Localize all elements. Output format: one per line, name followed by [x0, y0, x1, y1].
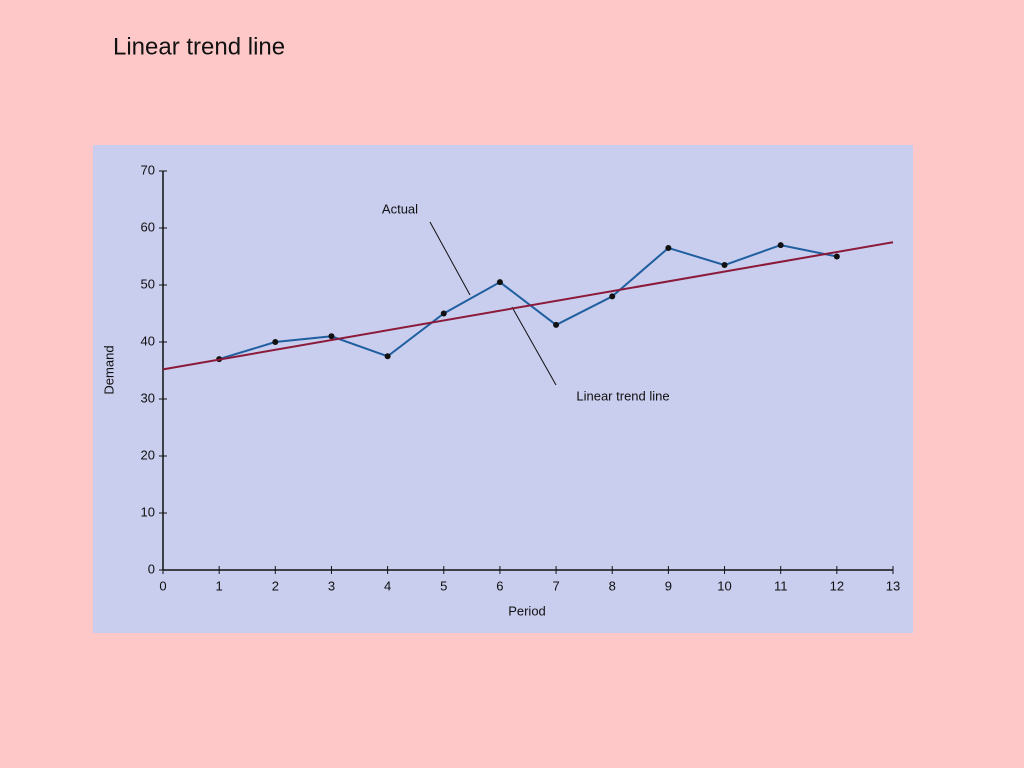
annotation: Actual: [382, 201, 418, 216]
y-tick-label: 60: [141, 219, 155, 234]
y-tick-label: 20: [141, 447, 155, 462]
x-tick-label: 13: [886, 578, 900, 593]
x-tick-label: 4: [384, 578, 391, 593]
data-point: [440, 310, 447, 317]
data-point: [777, 242, 784, 249]
data-point: [553, 321, 560, 328]
x-tick-label: 2: [272, 578, 279, 593]
x-tick-label: 11: [774, 578, 788, 593]
data-point: [721, 262, 728, 269]
y-tick-label: 30: [141, 390, 155, 405]
data-point: [384, 353, 391, 360]
y-axis-label: Demand: [101, 345, 116, 394]
series-line: [162, 241, 894, 371]
x-axis-label: Period: [508, 603, 546, 618]
data-point: [496, 279, 503, 286]
annotation: Linear trend line: [576, 388, 669, 403]
data-point: [272, 339, 279, 345]
data-point: [328, 333, 335, 340]
data-point: [609, 293, 616, 300]
slide-title: Linear trend line: [113, 33, 285, 60]
x-tick-label: 12: [830, 578, 844, 593]
y-tick-label: 0: [148, 561, 155, 576]
x-tick-label: 1: [216, 578, 223, 593]
y-tick-label: 70: [141, 162, 155, 177]
y-tick-label: 50: [141, 276, 155, 291]
x-tick-label: 6: [496, 578, 503, 593]
chart-background: [93, 145, 913, 633]
x-tick-label: 5: [440, 578, 447, 593]
leader-line: [429, 221, 471, 296]
x-tick-label: 8: [609, 578, 616, 593]
x-tick-label: 9: [665, 578, 672, 593]
data-point: [833, 253, 840, 260]
x-tick-label: 10: [717, 578, 731, 593]
y-tick-label: 40: [141, 333, 155, 348]
data-point: [665, 244, 672, 251]
x-tick-label: 3: [328, 578, 335, 593]
series-line: [218, 244, 838, 361]
y-tick-label: 10: [141, 504, 155, 519]
x-tick-label: 0: [159, 578, 166, 593]
x-tick-label: 7: [552, 578, 559, 593]
leader-line: [511, 306, 557, 386]
